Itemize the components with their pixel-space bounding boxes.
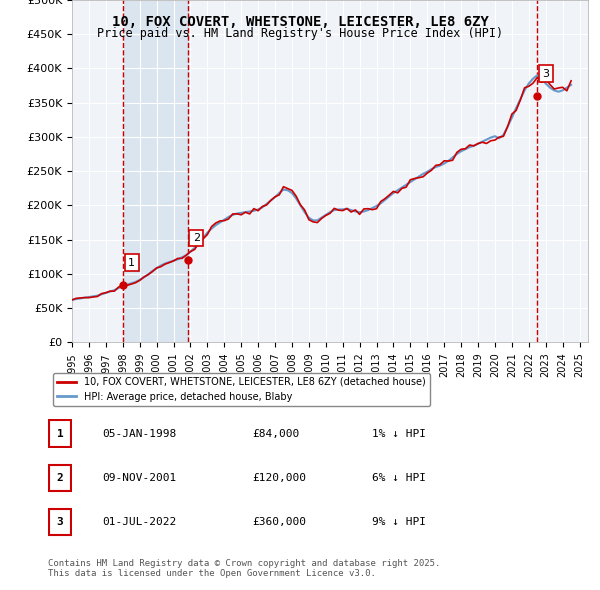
Text: Price paid vs. HM Land Registry's House Price Index (HPI): Price paid vs. HM Land Registry's House …: [97, 27, 503, 40]
Bar: [123, 0, 188, 342]
Text: 1% ↓ HPI: 1% ↓ HPI: [372, 429, 426, 438]
Text: £120,000: £120,000: [252, 473, 306, 483]
Text: 01-JUL-2022: 01-JUL-2022: [102, 517, 176, 527]
Text: £84,000: £84,000: [252, 429, 299, 438]
Text: 9% ↓ HPI: 9% ↓ HPI: [372, 517, 426, 527]
Text: 3: 3: [56, 517, 64, 527]
Text: 3: 3: [542, 68, 550, 78]
Text: 10, FOX COVERT, WHETSTONE, LEICESTER, LE8 6ZY: 10, FOX COVERT, WHETSTONE, LEICESTER, LE…: [112, 15, 488, 29]
Text: 09-NOV-2001: 09-NOV-2001: [102, 473, 176, 483]
Text: £360,000: £360,000: [252, 517, 306, 527]
Text: 1: 1: [128, 258, 135, 267]
Text: 1: 1: [56, 429, 64, 438]
Text: Contains HM Land Registry data © Crown copyright and database right 2025.
This d: Contains HM Land Registry data © Crown c…: [48, 559, 440, 578]
Text: 2: 2: [193, 233, 200, 243]
Legend: 10, FOX COVERT, WHETSTONE, LEICESTER, LE8 6ZY (detached house), HPI: Average pri: 10, FOX COVERT, WHETSTONE, LEICESTER, LE…: [53, 373, 430, 406]
FancyBboxPatch shape: [49, 465, 71, 491]
FancyBboxPatch shape: [49, 420, 71, 447]
Text: 6% ↓ HPI: 6% ↓ HPI: [372, 473, 426, 483]
FancyBboxPatch shape: [49, 509, 71, 536]
Text: 05-JAN-1998: 05-JAN-1998: [102, 429, 176, 438]
Text: 2: 2: [56, 473, 64, 483]
